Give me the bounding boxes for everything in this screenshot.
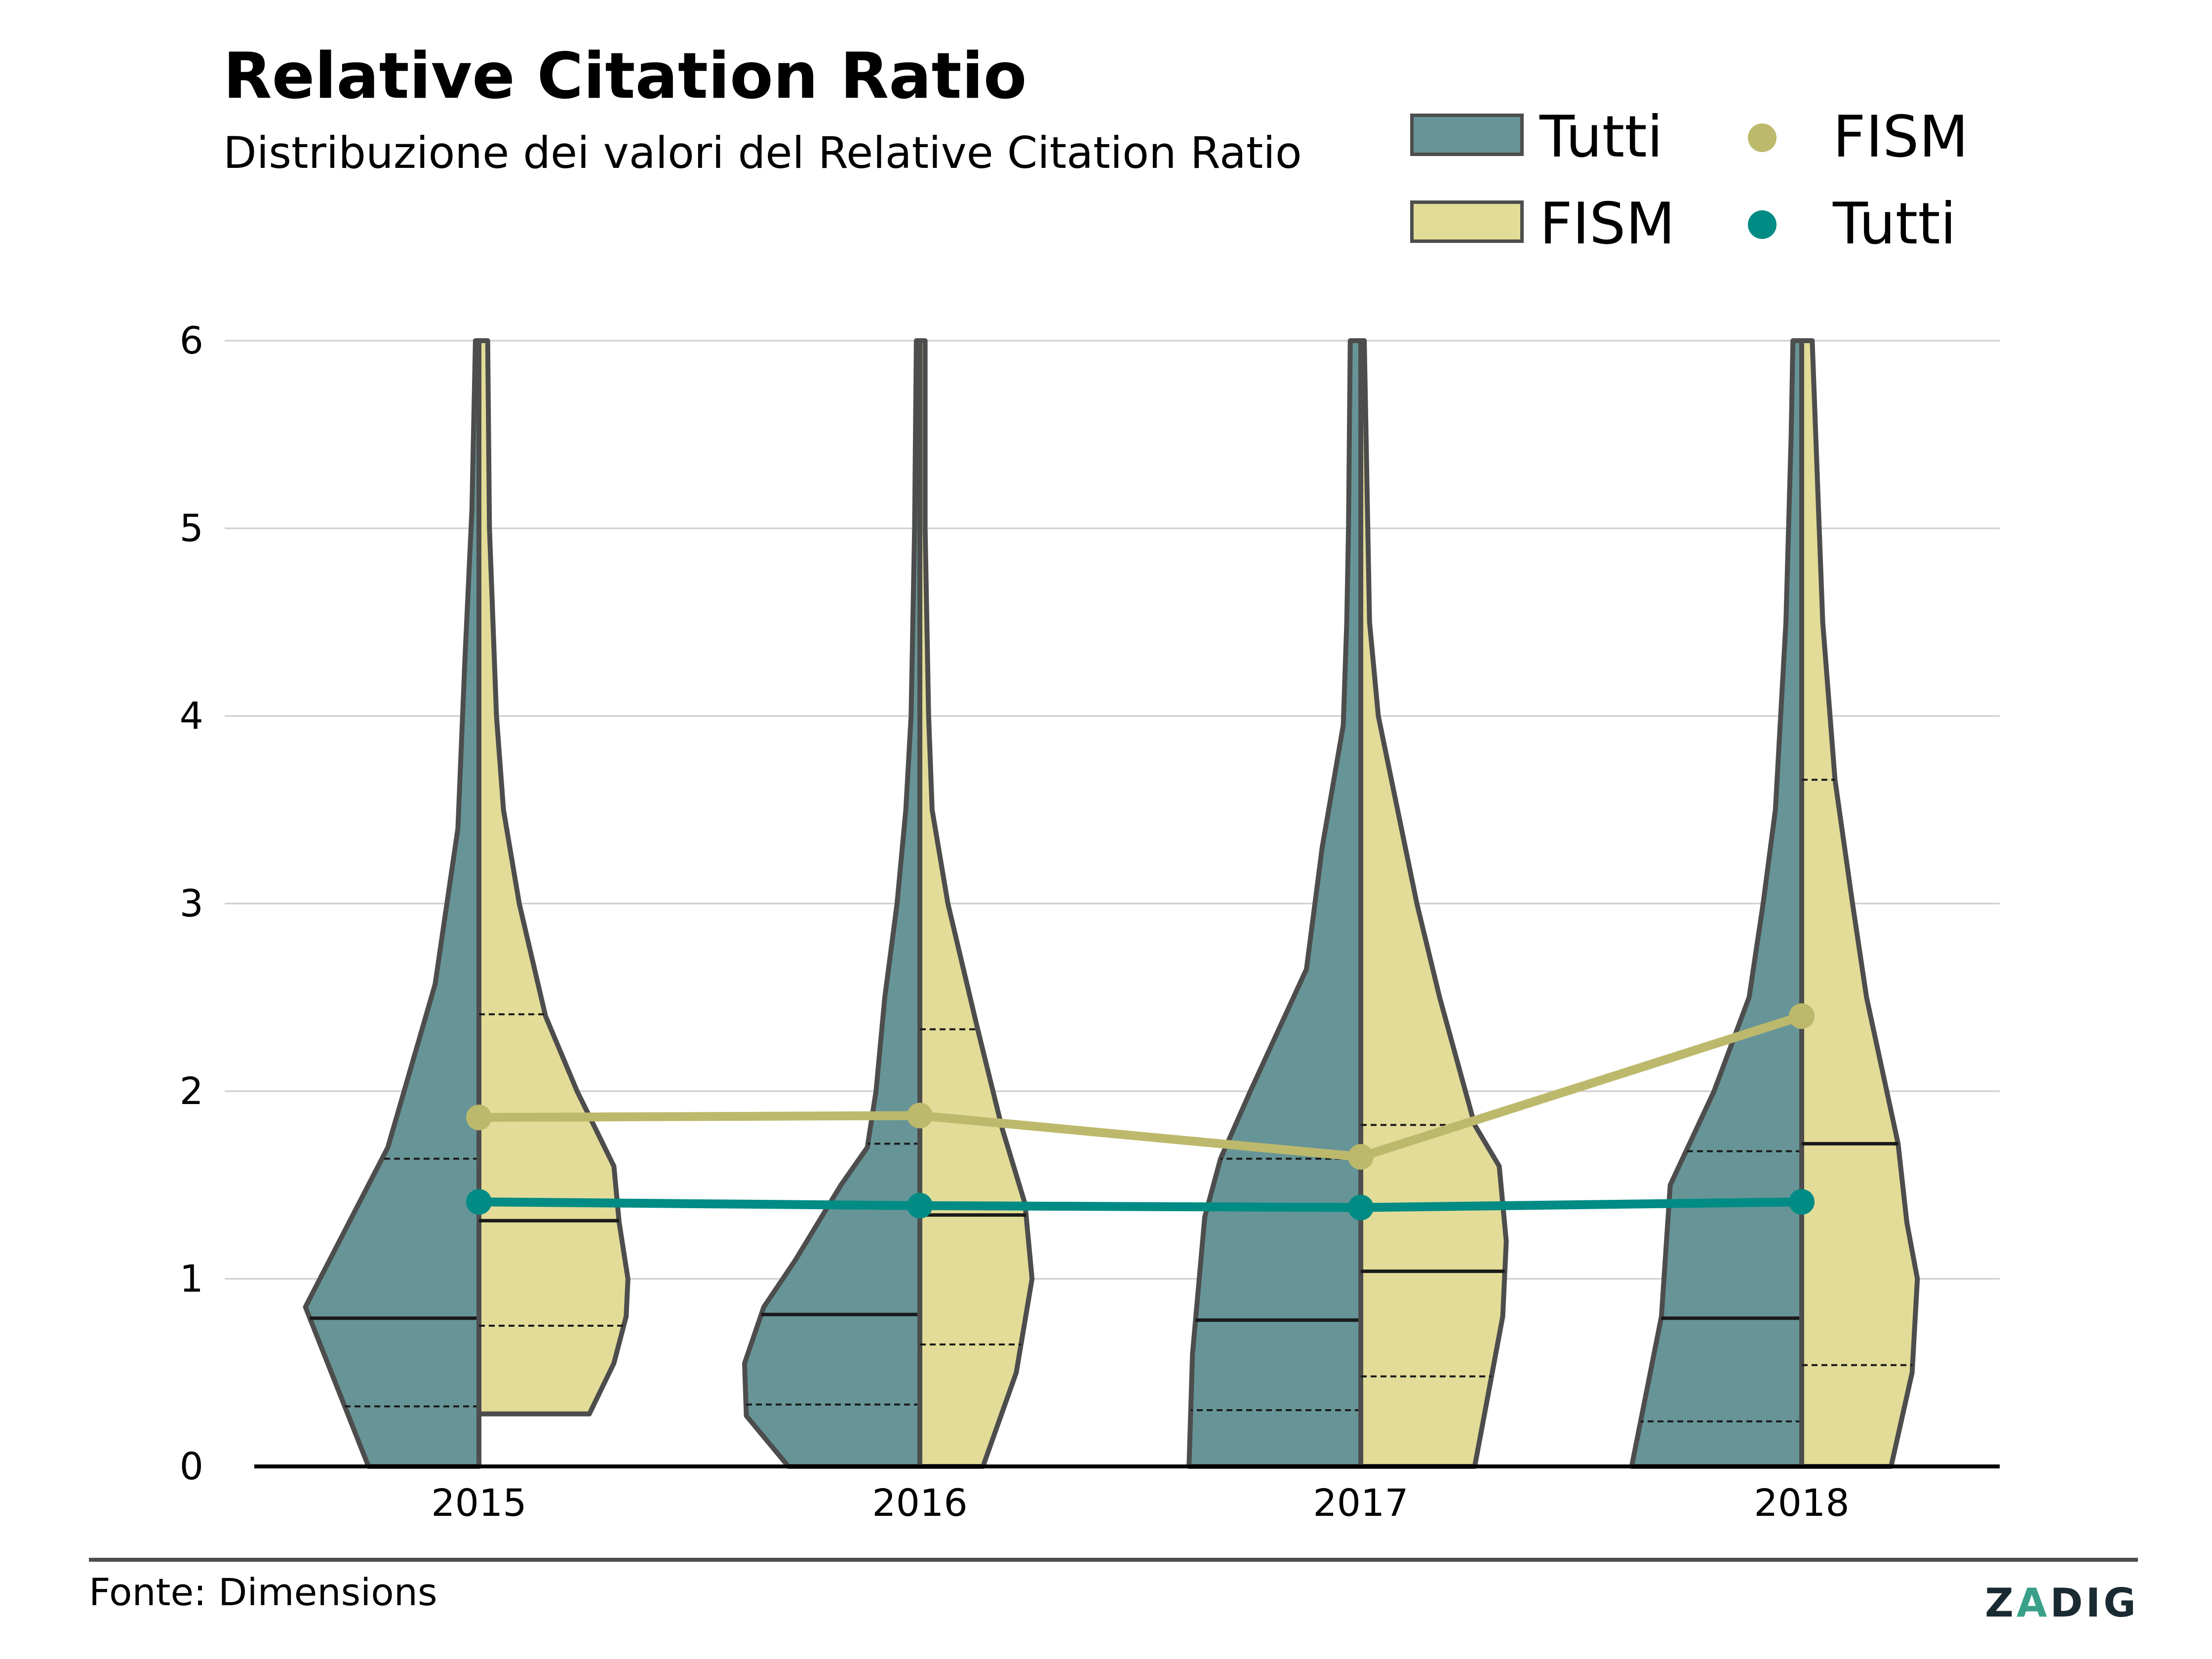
violin-tutti-2017: [1186, 338, 1363, 1469]
x-tick-label: 2018: [1754, 1481, 1849, 1525]
footer-divider: [89, 1558, 2138, 1562]
legend-label-fism-area: FISM: [1540, 191, 1675, 257]
series-point-fism: [1348, 1144, 1374, 1170]
violin-fism-2017: [1358, 338, 1509, 1469]
series-point-fism: [1789, 1003, 1815, 1029]
violin-fism-2015: [476, 338, 631, 1417]
y-tick-label: 2: [180, 1069, 203, 1113]
legend-label-fism-point: FISM: [1833, 104, 1969, 170]
violin-fism-2018: [1799, 338, 1920, 1469]
x-tick-label: 2016: [872, 1481, 967, 1525]
series-point-tutti: [1789, 1189, 1815, 1215]
y-tick-label: 5: [180, 506, 203, 550]
brand-logo: ZADIG: [1985, 1580, 2139, 1626]
y-tick-label: 6: [180, 318, 203, 362]
x-tick-label: 2017: [1313, 1481, 1408, 1525]
series-point-tutti: [1348, 1194, 1374, 1221]
legend: Tutti FISM FISM Tutti: [1402, 99, 2010, 257]
series-point-tutti: [466, 1189, 492, 1215]
y-tick-label: 4: [180, 694, 203, 738]
y-tick-label: 1: [180, 1257, 203, 1301]
series-line-fism: [478, 1012, 1803, 1161]
source-note: Fonte: Dimensions: [89, 1570, 437, 1614]
x-tick-label: 2015: [431, 1481, 526, 1525]
chart-subtitle: Distribuzione dei valori del Relative Ci…: [223, 127, 1302, 178]
violin-fism-2016: [917, 338, 1035, 1469]
series-point-fism: [466, 1105, 492, 1131]
chart-title: Relative Citation Ratio: [223, 40, 1027, 113]
y-tick-label: 3: [180, 881, 203, 925]
violin-tutti-2016: [742, 338, 922, 1469]
legend-swatch-tutti: [1410, 114, 1524, 156]
series-line-tutti: [478, 1197, 1802, 1212]
legend-label-tutti-area: Tutti: [1540, 104, 1663, 170]
violin-tutti-2018: [1629, 338, 1804, 1469]
series-point-fism: [907, 1103, 933, 1129]
legend-marker-tutti: [1748, 210, 1777, 239]
legend-label-tutti-point: Tutti: [1833, 191, 1956, 257]
series-point-tutti: [907, 1192, 933, 1219]
legend-marker-fism: [1748, 123, 1777, 152]
legend-swatch-fism: [1410, 200, 1524, 243]
y-tick-label: 0: [180, 1444, 203, 1488]
